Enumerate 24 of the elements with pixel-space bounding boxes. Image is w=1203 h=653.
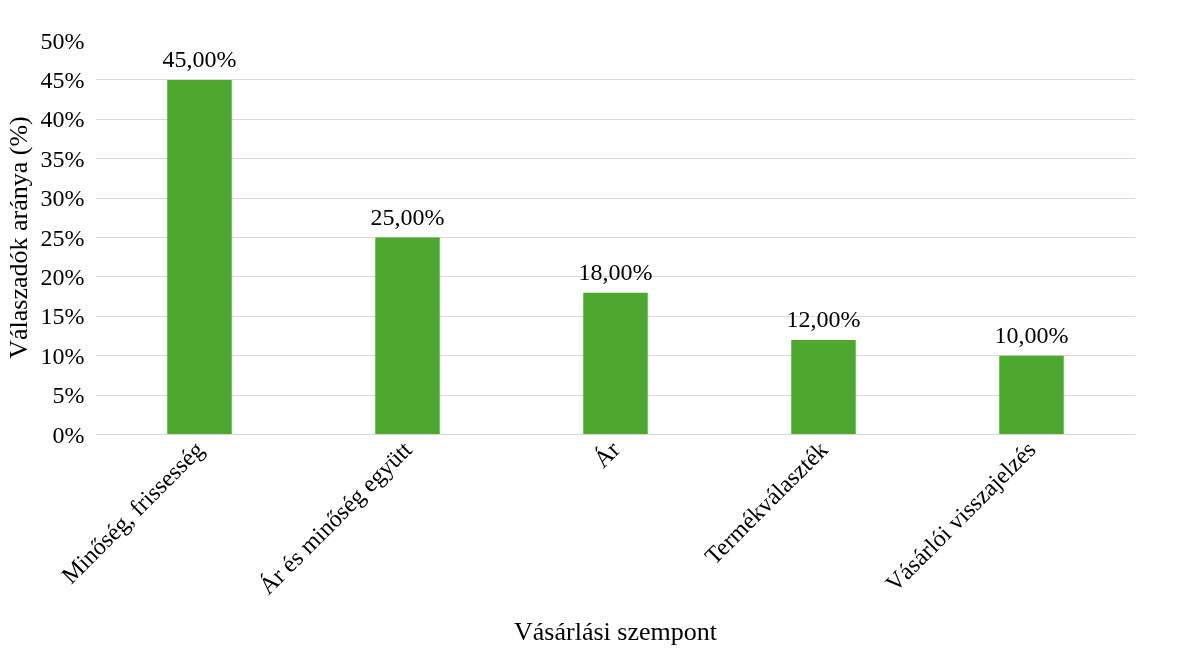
bar (375, 237, 440, 435)
bar (583, 292, 648, 435)
data-label: 45,00% (162, 45, 237, 72)
x-tick-label: Ár (588, 436, 625, 473)
y-tick-label: 15% (40, 303, 85, 330)
y-tick-label: 20% (40, 263, 85, 290)
x-axis-title: Vásárlási szempont (514, 616, 718, 646)
y-tick-label: 50% (40, 27, 85, 54)
data-label: 18,00% (578, 258, 653, 285)
y-tick-label: 30% (40, 185, 85, 212)
y-tick-label: 0% (52, 421, 85, 448)
bar (791, 339, 856, 435)
data-label: 10,00% (994, 321, 1069, 348)
data-label: 12,00% (786, 305, 861, 332)
bar (999, 355, 1064, 435)
bar (167, 79, 232, 435)
data-label: 25,00% (370, 203, 445, 230)
y-tick-label: 45% (40, 66, 85, 93)
y-axis-title: Válaszadók aránya (%) (3, 116, 33, 359)
y-tick-label: 25% (40, 224, 85, 251)
y-tick-label: 35% (40, 145, 85, 172)
y-tick-label: 40% (40, 106, 85, 133)
y-tick-label: 5% (52, 382, 85, 409)
y-tick-label: 10% (40, 342, 85, 369)
